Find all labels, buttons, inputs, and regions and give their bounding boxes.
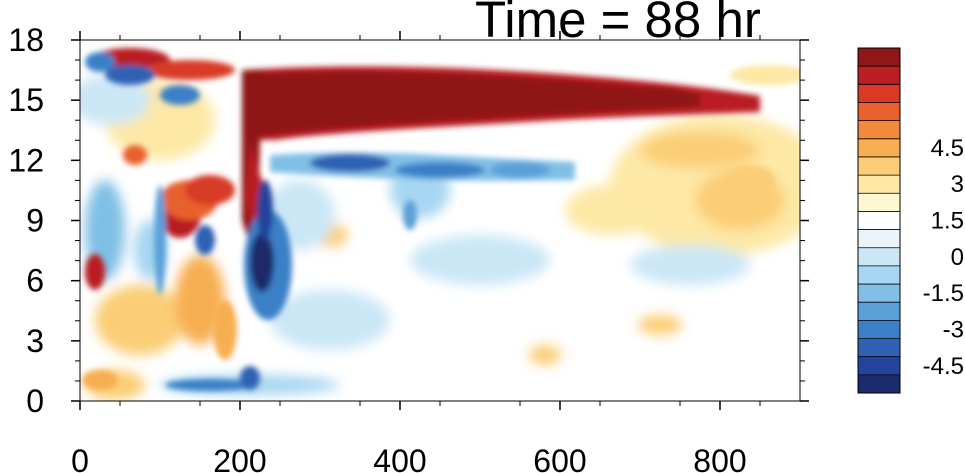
negative-core [165, 379, 255, 391]
y-tick-label: 15 [8, 82, 44, 118]
negative-core [395, 162, 485, 178]
axes: 0 200 400 600 800 0 3 6 9 12 15 18 [8, 22, 809, 473]
colorbar-segment [858, 284, 900, 303]
colorbar-label: 1.5 [931, 208, 964, 235]
positive-patch [175, 255, 225, 345]
negative-patch [630, 245, 750, 285]
positive-patch [565, 185, 655, 235]
negative-patch [270, 290, 390, 350]
x-tick-label: 0 [71, 443, 89, 473]
negative-patch [80, 75, 150, 125]
positive-core [145, 60, 235, 80]
positive-core [123, 145, 147, 165]
colorbar-segment [858, 102, 900, 122]
y-tick-label: 12 [8, 142, 44, 178]
negative-core [310, 154, 390, 172]
positive-patch [95, 285, 185, 355]
colorbar-segment [858, 374, 900, 394]
colorbar-label: 0 [951, 244, 964, 271]
negative-core [257, 180, 273, 240]
negative-core [490, 162, 550, 178]
x-tick-label: 400 [373, 443, 426, 473]
negative-core [240, 366, 260, 390]
x-tick-label: 600 [533, 443, 586, 473]
upper-positive-band-core [252, 72, 700, 136]
positive-core [85, 254, 105, 290]
colorbar-label: -4.5 [923, 353, 964, 380]
colorbar-segment [858, 229, 900, 249]
colorbar-label: 3 [951, 171, 964, 198]
y-tick-label: 9 [26, 203, 44, 239]
chart-title: Time = 88 hr [475, 0, 761, 48]
colorbar-label: -3 [943, 316, 964, 343]
colorbar-label: -1.5 [923, 280, 964, 307]
colorbar-segment [858, 247, 900, 267]
positive-core [185, 175, 235, 205]
positive-core-east [620, 87, 690, 107]
positive-patch [529, 345, 561, 365]
x-tick-label: 800 [693, 443, 746, 473]
colorbar-segment [858, 265, 900, 285]
positive-patch [730, 65, 800, 85]
colorbar-label: 4.5 [931, 135, 964, 162]
strong-features [82, 48, 800, 391]
negative-core [85, 52, 115, 72]
negative-core [250, 232, 274, 292]
y-tick-label: 0 [26, 383, 44, 419]
colorbar-segment [858, 84, 900, 103]
colorbar-segment [858, 138, 900, 158]
positive-core [213, 300, 237, 360]
y-tick-label: 3 [26, 323, 44, 359]
colorbar: 4.5 3 1.5 0 -1.5 -3 -4.5 [857, 47, 964, 394]
positive-core [82, 370, 118, 390]
negative-patch [410, 235, 550, 285]
colorbar-segment [858, 320, 900, 339]
negative-core [105, 65, 155, 85]
colorbar-segment [858, 175, 900, 194]
positive-patch [638, 315, 682, 335]
x-tick-label: 200 [213, 443, 266, 473]
colorbar-segment [858, 66, 900, 85]
contour-field [80, 48, 800, 400]
colorbar-segment [858, 356, 900, 376]
colorbar-segment [858, 338, 900, 358]
negative-core [154, 185, 166, 295]
y-tick-label: 6 [26, 263, 44, 299]
negative-core [195, 225, 215, 255]
colorbar-segment [858, 302, 900, 321]
colorbar-frame [857, 47, 901, 394]
colorbar-segment [858, 211, 900, 230]
negative-core [160, 85, 200, 105]
colorbar-segment [858, 120, 900, 140]
positive-patch [640, 132, 760, 168]
y-tick-label: 18 [8, 22, 44, 58]
colorbar-segment [858, 193, 900, 212]
colorbar-segment [858, 156, 900, 176]
positive-core [725, 165, 775, 195]
negative-core [403, 200, 417, 230]
colorbar-segment [858, 48, 900, 67]
